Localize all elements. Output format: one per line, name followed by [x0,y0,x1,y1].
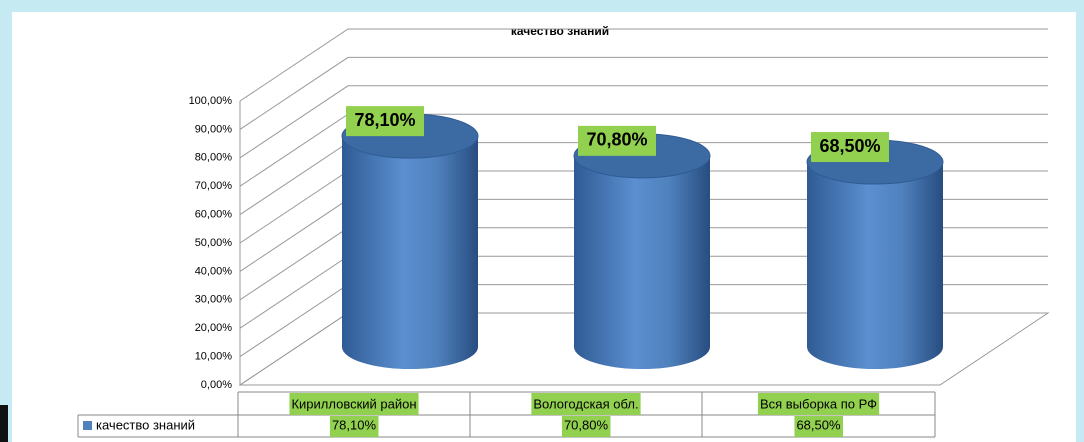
y-tick-label: 100,00% [189,95,233,107]
y-tick-label: 90,00% [195,123,233,135]
y-tick-label: 30,00% [195,294,233,306]
table-value: 68,50% [796,417,841,432]
x-tick-label: Кирилловский район [291,396,416,411]
value-label-bg [811,132,889,163]
grid-line [239,85,1048,159]
legend-swatch [83,421,92,430]
grid-line [239,56,1048,130]
y-tick-label: 60,00% [195,209,233,221]
y-tick-label: 40,00% [195,265,233,277]
bar [342,136,478,369]
category-bg [531,393,641,415]
grid-line [239,28,1048,102]
y-tick-label: 70,00% [195,180,233,192]
value-label: 70,80% [586,130,647,150]
value-label-bg [578,125,656,156]
bar [574,155,710,369]
table-value: 78,10% [332,417,377,432]
bar [807,162,943,369]
y-tick-label: 0,00% [201,379,232,391]
corner-fragment [0,405,8,442]
y-tick-label: 10,00% [195,351,233,363]
value-label: 68,50% [819,136,880,156]
value-bg [561,416,611,437]
value-bg [329,416,379,437]
value-label-bg [346,106,424,137]
table-value: 70,80% [564,417,609,432]
category-bg [757,393,880,415]
y-tick-label: 20,00% [195,322,233,334]
x-tick-label: Вся выборка по РФ [760,396,877,411]
value-bg [794,416,843,437]
value-label: 78,10% [354,110,415,130]
y-tick-label: 80,00% [195,152,233,164]
y-tick-label: 50,00% [195,237,233,249]
category-bg [289,393,419,415]
legend-label: качество знаний [96,417,195,432]
chart-title: качество знаний [511,24,609,38]
x-tick-label: Вологодская обл. [533,396,638,411]
